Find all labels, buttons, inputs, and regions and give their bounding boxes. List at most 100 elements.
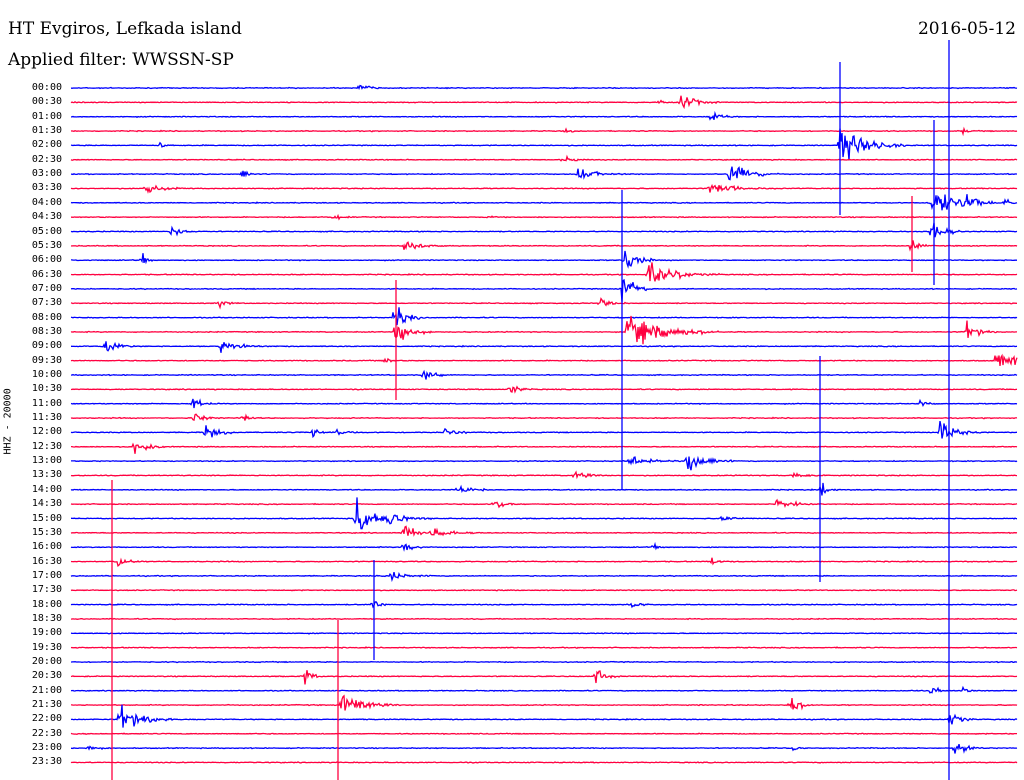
- time-label: 16:00: [31, 541, 62, 553]
- trace-line: [70, 183, 1018, 194]
- time-label: 11:00: [31, 397, 62, 409]
- time-label: 03:30: [31, 182, 62, 194]
- time-label: 14:00: [31, 483, 62, 495]
- time-label: 20:00: [31, 656, 62, 667]
- trace-line: [70, 525, 1018, 537]
- time-label: 07:00: [31, 282, 62, 294]
- time-label: 05:30: [31, 239, 62, 251]
- time-label: 09:00: [31, 340, 62, 352]
- time-label: 06:00: [31, 254, 62, 266]
- trace-line: [70, 482, 1018, 496]
- trace-line: [70, 541, 1018, 552]
- trace-line: [70, 732, 1017, 736]
- time-label: 00:00: [31, 82, 62, 93]
- trace-line: [70, 646, 1018, 650]
- time-label: 19:30: [31, 641, 62, 653]
- trace-line: [70, 385, 1018, 394]
- station-title: HT Evgiros, Lefkada island: [8, 19, 242, 39]
- time-label: 03:00: [31, 168, 62, 180]
- time-label: 21:30: [31, 699, 62, 711]
- time-label: 01:00: [31, 110, 62, 122]
- time-label: 10:00: [31, 369, 62, 380]
- trace-line: [70, 369, 1018, 380]
- time-label: 12:30: [31, 440, 62, 452]
- trace-line: [70, 685, 1018, 694]
- trace-line: [70, 262, 1018, 282]
- time-label: 11:30: [31, 412, 62, 424]
- trace-line: [70, 470, 1017, 480]
- filter-label: Applied filter: WWSSN-SP: [8, 50, 234, 70]
- time-label: 06:30: [31, 268, 62, 280]
- trace-line: [71, 341, 1018, 353]
- time-label: 09:30: [31, 354, 62, 366]
- trace-line: [70, 601, 1018, 609]
- trace-line: [70, 670, 1018, 685]
- time-label: 00:30: [31, 96, 62, 108]
- time-label: 17:30: [31, 584, 62, 596]
- time-label: 02:30: [31, 153, 62, 165]
- time-label: 14:30: [31, 498, 62, 510]
- time-label: 02:00: [31, 139, 62, 151]
- trace-line: [71, 497, 1018, 530]
- time-label: 15:30: [31, 526, 62, 538]
- trace-line: [70, 761, 1018, 764]
- trace-line: [70, 194, 1018, 211]
- trace-line: [70, 413, 1018, 422]
- trace-line: [71, 455, 1018, 471]
- trace-line: [70, 95, 1018, 110]
- trace-line: [70, 154, 1018, 162]
- time-label: 18:00: [31, 598, 62, 610]
- time-label: 07:30: [31, 297, 62, 309]
- time-label: 23:30: [31, 756, 62, 768]
- time-label: 01:30: [31, 125, 62, 137]
- time-label: 22:30: [31, 727, 62, 739]
- trace-line: [70, 498, 1018, 509]
- trace-line: [71, 250, 1017, 269]
- trace-line: [70, 222, 1018, 238]
- time-label: 22:00: [31, 713, 62, 725]
- trace-line: [70, 353, 1018, 366]
- trace-line: [70, 632, 1017, 635]
- trace-line: [70, 126, 1018, 137]
- trace-line: [70, 213, 1018, 221]
- time-label: 05:00: [31, 225, 62, 237]
- trace-line: [70, 307, 1018, 326]
- record-date: 2016-05-12: [917, 19, 1016, 39]
- trace-line: [70, 398, 1018, 409]
- time-label: 16:30: [31, 555, 62, 567]
- time-label: 04:00: [31, 196, 62, 208]
- trace-line: [70, 166, 1017, 181]
- trace-line: [71, 110, 1018, 121]
- trace-line: [71, 660, 1018, 664]
- time-label: 10:30: [31, 383, 62, 395]
- time-label: 04:30: [31, 211, 62, 223]
- time-label: 18:30: [31, 612, 62, 624]
- time-label: 08:00: [31, 311, 62, 323]
- trace-line: [70, 84, 1018, 91]
- time-label: 19:00: [31, 627, 62, 639]
- trace-line: [70, 617, 1018, 621]
- trace-line: [70, 128, 1018, 161]
- trace-line: [70, 420, 1017, 439]
- time-label: 08:30: [31, 325, 62, 337]
- trace-line: [70, 278, 1018, 302]
- trace-line: [70, 315, 1017, 345]
- trace-line: [70, 571, 1018, 583]
- trace-line: [71, 744, 1018, 754]
- time-label: 12:00: [31, 426, 62, 438]
- trace-line: [70, 704, 1018, 728]
- trace-line: [70, 588, 1018, 592]
- trace-line: [70, 297, 1017, 310]
- trace-line: [71, 694, 1018, 711]
- time-label: 23:00: [31, 742, 62, 754]
- time-label: 20:30: [31, 670, 62, 682]
- time-label: 21:00: [31, 684, 62, 696]
- time-label: 13:00: [31, 455, 62, 467]
- time-label: 15:00: [31, 512, 62, 524]
- time-axis: 00:00 00:30 01:00 01:30 02:00 02:30 03:00 03:30…: [0, 0, 66, 780]
- trace-line: [70, 557, 1018, 567]
- time-label: 13:30: [31, 469, 62, 481]
- trace-line: [70, 240, 1018, 252]
- trace-line: [71, 442, 1018, 454]
